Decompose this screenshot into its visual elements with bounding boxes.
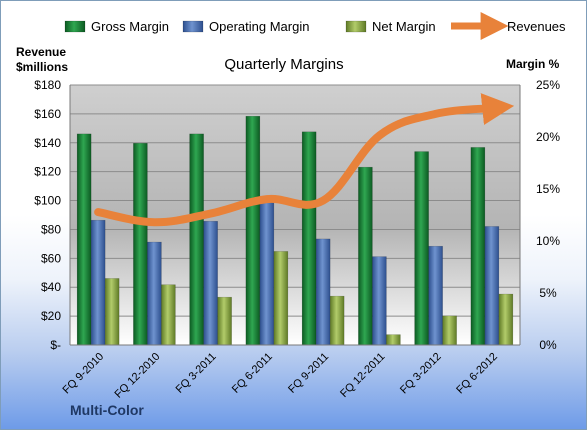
right-tick-label: 10% bbox=[536, 234, 560, 248]
gross-margin-bar bbox=[358, 166, 373, 346]
left-tick-label: $80 bbox=[41, 222, 61, 236]
operating-margin-bar bbox=[428, 245, 443, 346]
operating-margin-bar bbox=[203, 220, 218, 346]
legend-item-operating-margin: Operating Margin bbox=[182, 19, 309, 34]
net-margin-bar bbox=[273, 251, 289, 346]
operating-margin-bar bbox=[259, 200, 275, 346]
gross-margin-bar bbox=[189, 133, 204, 346]
chart-title: Quarterly Margins bbox=[224, 56, 343, 73]
x-tick-label: FQ 12-2011 bbox=[338, 351, 387, 400]
left-tick-label: $140 bbox=[34, 136, 61, 150]
gross-margin-bar bbox=[470, 147, 486, 346]
legend-swatch bbox=[345, 20, 367, 33]
net-margin-bar bbox=[217, 296, 232, 346]
left-axis-title: Revenue $millions bbox=[16, 45, 68, 74]
x-tick-label: FQ 9-2011 bbox=[286, 351, 331, 396]
x-axis-ticks: FQ 9-2010 FQ 12-2010 FQ 3-2011 FQ 6-2011 FQ … bbox=[61, 351, 500, 401]
x-tick-label: FQ 3-2012 bbox=[398, 351, 444, 397]
legend-item-revenues: Revenues bbox=[451, 12, 566, 40]
legend: Gross Margin Operating Margin Net Margin Re… bbox=[64, 12, 566, 40]
bar-series bbox=[76, 115, 514, 346]
gross-margin-bar bbox=[245, 115, 261, 346]
revenues-line-series bbox=[94, 93, 515, 227]
gross-margin-bar bbox=[301, 131, 317, 346]
x-tick-label: FQ 9-2010 bbox=[61, 351, 107, 397]
x-tick-label: FQ 3-2011 bbox=[174, 351, 219, 396]
net-margin-bar bbox=[386, 334, 401, 346]
right-tick-label: 5% bbox=[539, 286, 557, 300]
net-margin-bar bbox=[161, 284, 176, 346]
left-tick-label: $160 bbox=[34, 107, 61, 121]
legend-label: Revenues bbox=[507, 19, 566, 34]
legend-swatch bbox=[182, 20, 204, 33]
legend-label: Operating Margin bbox=[209, 19, 309, 34]
operating-margin-bar bbox=[147, 241, 162, 346]
legend-label: Gross Margin bbox=[91, 19, 169, 34]
left-axis-ticks: $- $20 $40 $60 $80 $100 $120 $140 $160 $180 bbox=[34, 78, 61, 352]
footer-label: Multi-Color bbox=[70, 402, 144, 418]
right-axis-title: Margin % bbox=[506, 57, 560, 71]
axes bbox=[69, 85, 521, 346]
x-tick-label: FQ 6-2012 bbox=[454, 351, 500, 397]
net-margin-bar bbox=[498, 293, 514, 346]
right-tick-label: 20% bbox=[536, 130, 560, 144]
operating-margin-bar bbox=[372, 256, 387, 346]
operating-margin-bar bbox=[90, 219, 106, 346]
net-margin-bar bbox=[329, 295, 345, 346]
right-tick-label: 15% bbox=[536, 182, 560, 196]
net-margin-bar bbox=[442, 315, 457, 346]
legend-item-gross-margin: Gross Margin bbox=[64, 19, 169, 34]
operating-margin-bar bbox=[315, 238, 331, 346]
x-tick-label: FQ 12-2010 bbox=[113, 351, 163, 401]
gross-margin-bar bbox=[76, 133, 92, 346]
right-tick-label: 0% bbox=[539, 338, 557, 352]
gross-margin-bar bbox=[414, 151, 429, 346]
net-margin-bar bbox=[104, 278, 120, 346]
right-tick-label: 25% bbox=[536, 78, 560, 92]
left-tick-label: $40 bbox=[41, 280, 61, 294]
gross-margin-bar bbox=[133, 142, 148, 346]
revenues-line bbox=[94, 93, 515, 227]
x-tick-label: FQ 6-2011 bbox=[230, 351, 275, 396]
legend-item-net-margin: Net Margin bbox=[345, 19, 436, 34]
left-tick-label: $20 bbox=[41, 309, 61, 323]
right-axis-ticks: 0% 5% 10% 15% 20% 25% bbox=[536, 78, 560, 352]
left-tick-label: $180 bbox=[34, 78, 61, 92]
left-tick-label: $100 bbox=[34, 194, 61, 208]
left-tick-label: $- bbox=[50, 338, 61, 352]
legend-swatch bbox=[64, 20, 86, 33]
operating-margin-bar bbox=[484, 226, 500, 346]
left-tick-label: $120 bbox=[34, 165, 61, 179]
left-tick-label: $60 bbox=[41, 251, 61, 265]
legend-label: Net Margin bbox=[372, 19, 436, 34]
